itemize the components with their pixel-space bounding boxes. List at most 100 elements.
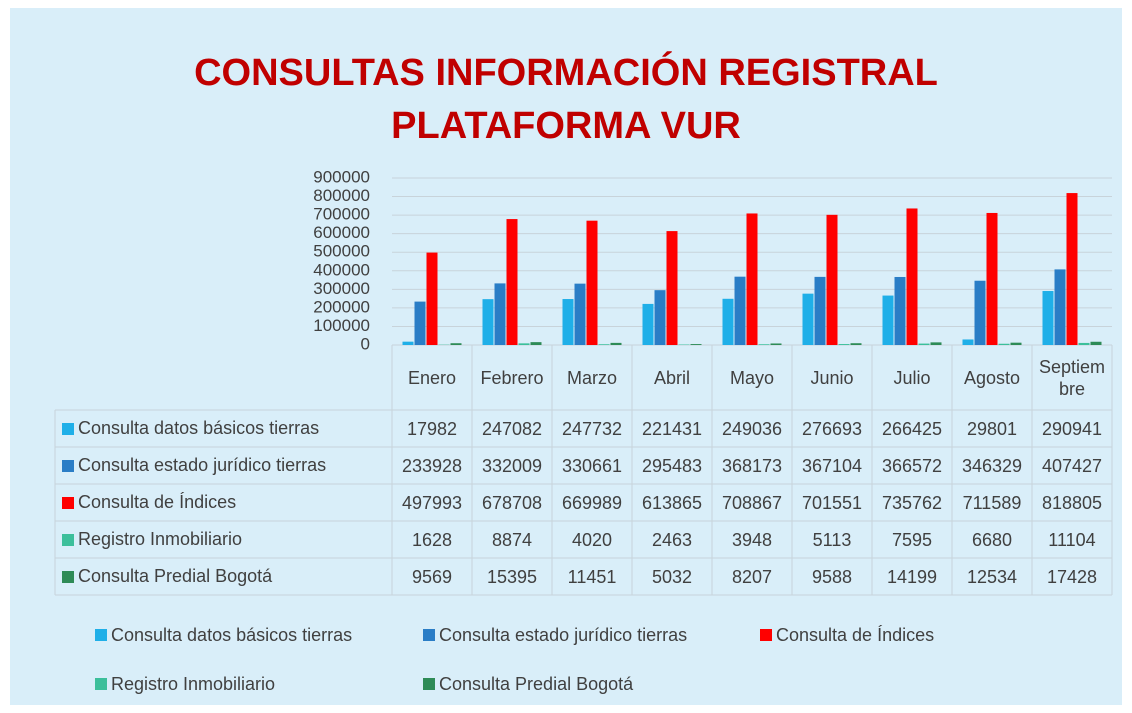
bar [1042, 291, 1054, 345]
table-value: 669989 [561, 492, 623, 513]
legend-key [62, 496, 74, 509]
category-label: Septiembre [1038, 356, 1106, 399]
table-value: 12534 [966, 566, 1018, 587]
bar [998, 343, 1010, 345]
legend-item: Registro Inmobiliario [95, 672, 275, 696]
legend-key [760, 629, 772, 641]
table-value: 367104 [801, 455, 863, 476]
bar [1054, 269, 1066, 345]
bar [482, 299, 494, 345]
legend-key [62, 459, 74, 472]
table-value: 497993 [401, 492, 463, 513]
table-row-label: Consulta datos básicos tierras [62, 410, 319, 447]
bar [586, 220, 598, 345]
category-label: Febrero [480, 367, 544, 388]
table-row-label: Consulta estado jurídico tierras [62, 447, 326, 484]
legend-label: Consulta datos básicos tierras [111, 624, 353, 645]
table-value: 9569 [411, 566, 453, 587]
bar [642, 303, 654, 345]
bar [894, 276, 906, 345]
bar [414, 301, 426, 345]
table-value: 17982 [406, 418, 458, 439]
bar [814, 276, 826, 345]
bar [962, 339, 974, 345]
row-label-text: Consulta estado jurídico tierras [78, 455, 327, 475]
table-value: 9588 [811, 566, 853, 587]
table-value: 29801 [966, 418, 1018, 439]
bar [402, 341, 414, 345]
table-value: 708867 [721, 492, 783, 513]
y-tick-label: 400000 [313, 260, 370, 279]
table-value: 711589 [962, 492, 1022, 513]
bar [506, 219, 518, 345]
table-value: 5113 [812, 529, 852, 550]
bar [562, 299, 574, 345]
table-value: 366572 [881, 455, 943, 476]
row-label-text: Consulta Predial Bogotá [78, 566, 273, 586]
bar [518, 343, 530, 345]
bar [986, 212, 998, 345]
table-value: 17428 [1046, 566, 1098, 587]
table-value: 330661 [561, 455, 623, 476]
table-value: 6680 [971, 529, 1013, 550]
bar [930, 342, 942, 345]
table-value: 8874 [491, 529, 533, 550]
table-value: 5032 [651, 566, 693, 587]
legend-item: Consulta estado jurídico tierras [423, 623, 687, 647]
table-value: 11104 [1048, 529, 1096, 550]
chart-title: CONSULTAS INFORMACIÓN REGISTRAL [194, 52, 938, 94]
bar [598, 344, 610, 345]
bar [1090, 341, 1102, 345]
table-value: 368173 [721, 455, 783, 476]
bar [1066, 193, 1078, 345]
legend-key [423, 629, 435, 641]
category-label: Julio [893, 367, 931, 388]
table-value: 4020 [571, 529, 613, 550]
table-value: 266425 [881, 418, 943, 439]
table-value: 276693 [801, 418, 863, 439]
table-value: 11451 [567, 566, 617, 587]
bar [722, 298, 734, 345]
bar [426, 252, 438, 345]
bar [1078, 342, 1090, 345]
y-tick-label: 700000 [313, 205, 370, 224]
table-value: 15395 [486, 566, 538, 587]
table-row-label: Consulta Predial Bogotá [62, 558, 272, 595]
y-tick-label: 800000 [313, 186, 370, 205]
table-value: 233928 [401, 455, 463, 476]
table-value: 701551 [801, 492, 863, 513]
legend-key [62, 570, 74, 583]
chart-panel [10, 8, 1122, 705]
y-tick-label: 600000 [313, 223, 370, 242]
table-value: 249036 [721, 418, 783, 439]
table-value: 8207 [731, 566, 773, 587]
category-label: Agosto [963, 367, 1021, 388]
bar [838, 344, 850, 345]
legend-label: Consulta Predial Bogotá [439, 673, 634, 694]
legend-item: Consulta Predial Bogotá [423, 672, 633, 696]
legend-key [95, 629, 107, 641]
table-value: 332009 [481, 455, 543, 476]
table-value: 247732 [561, 418, 623, 439]
row-label-text: Consulta de Índices [78, 492, 237, 512]
legend-key [62, 422, 74, 435]
category-label: Marzo [566, 367, 617, 388]
table-value: 7595 [891, 529, 933, 550]
category-label: Enero [407, 367, 457, 388]
bar [882, 295, 894, 345]
table-value: 2463 [651, 529, 693, 550]
bar [974, 280, 986, 345]
bar [530, 342, 542, 345]
legend-key [95, 678, 107, 690]
category-label: Junio [810, 367, 854, 388]
table-value: 346329 [961, 455, 1023, 476]
y-tick-label: 900000 [313, 167, 370, 186]
table-value: 295483 [641, 455, 703, 476]
table-value: 247082 [481, 418, 543, 439]
bar [802, 293, 814, 345]
table-value: 1628 [411, 529, 453, 550]
legend-label: Consulta de Índices [776, 624, 935, 645]
bar [826, 214, 838, 345]
